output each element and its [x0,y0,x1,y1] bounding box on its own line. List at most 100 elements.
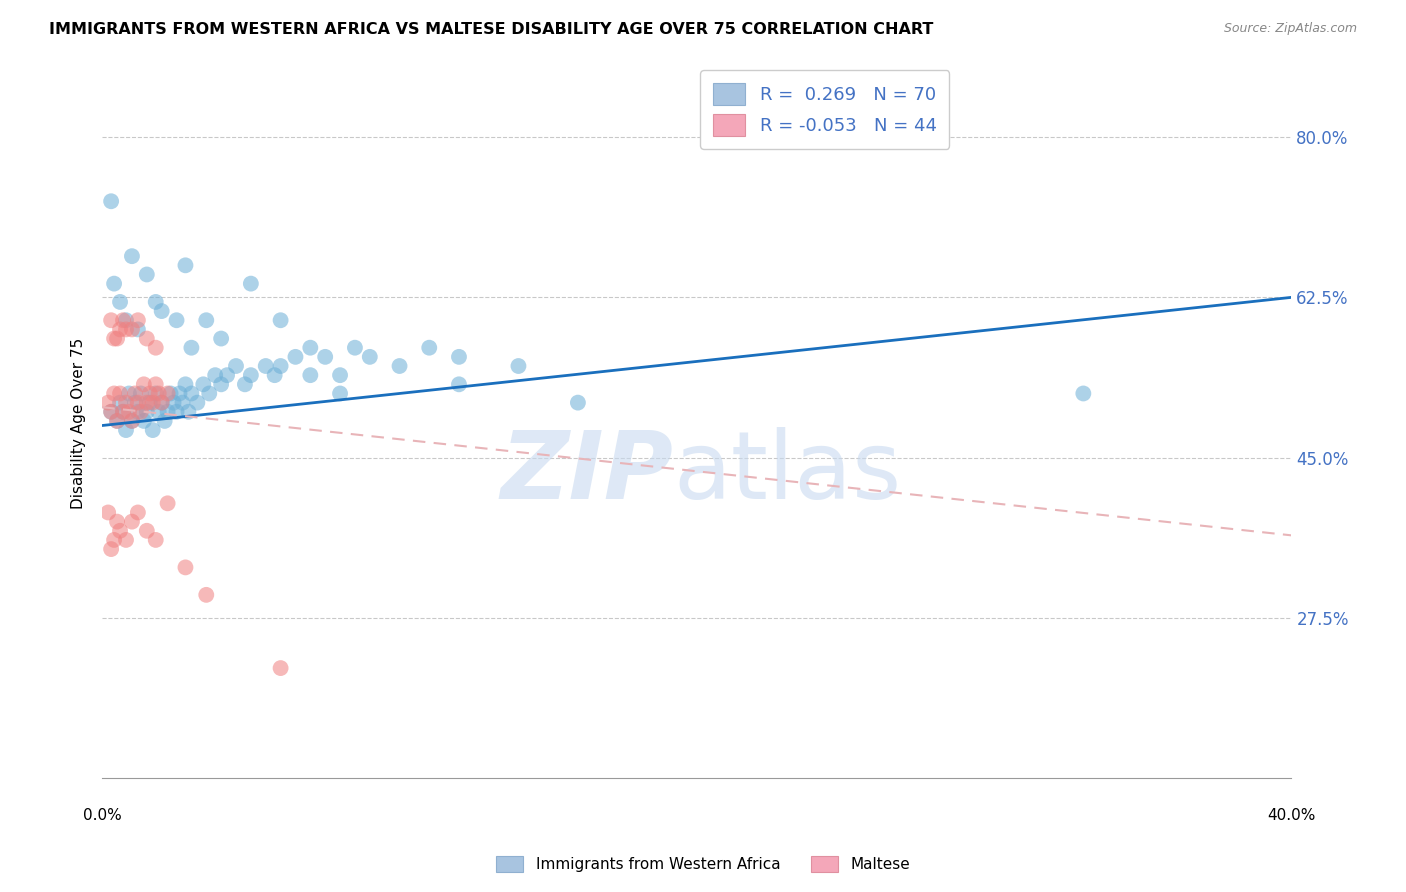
Point [108,322,131,336]
Point [127,395,149,409]
Point [180,386,202,401]
Point [135,332,157,346]
Point [129,405,152,419]
Point [150,304,173,318]
Point [166,405,188,419]
Point [156,386,179,401]
Point [115,533,138,547]
Point [193,377,215,392]
Point [233,377,256,392]
Point [124,386,146,401]
Point [135,268,157,282]
Point [121,414,143,428]
Point [108,386,131,401]
Point [105,414,128,428]
Point [177,405,200,419]
Point [135,395,157,409]
Point [447,377,470,392]
Point [204,368,226,383]
Point [103,386,125,401]
Point [111,405,134,419]
Point [108,524,131,538]
Point [217,368,239,383]
Point [329,386,352,401]
Point [156,496,179,510]
Point [166,313,188,327]
Point [172,395,194,409]
Point [145,386,167,401]
Point [127,405,149,419]
Point [447,350,470,364]
Point [103,533,125,547]
Point [263,368,285,383]
Point [198,386,221,401]
Point [135,405,157,419]
Point [115,313,138,327]
Point [145,533,167,547]
Point [115,322,138,336]
Point [105,515,128,529]
Point [153,414,176,428]
Point [270,313,292,327]
Point [100,313,122,327]
Point [418,341,440,355]
Point [162,395,184,409]
Point [150,395,173,409]
Point [127,313,149,327]
Point [97,506,120,520]
Text: ZIP: ZIP [501,427,673,519]
Point [329,368,352,383]
Point [121,322,143,336]
Point [142,395,165,409]
Point [195,313,218,327]
Text: atlas: atlas [673,427,901,519]
Point [145,377,167,392]
Point [97,395,120,409]
Text: Source: ZipAtlas.com: Source: ZipAtlas.com [1223,22,1357,36]
Point [111,313,134,327]
Point [239,277,262,291]
Point [195,588,218,602]
Point [132,414,155,428]
Point [239,368,262,383]
Point [299,341,322,355]
Point [148,386,170,401]
Point [100,194,122,209]
Point [129,386,152,401]
Point [100,542,122,557]
Text: IMMIGRANTS FROM WESTERN AFRICA VS MALTESE DISABILITY AGE OVER 75 CORRELATION CHA: IMMIGRANTS FROM WESTERN AFRICA VS MALTES… [49,22,934,37]
Point [156,405,179,419]
Point [174,560,197,574]
Point [314,350,336,364]
Point [111,405,134,419]
Point [567,395,589,409]
Point [209,332,232,346]
Point [343,341,366,355]
Point [186,395,208,409]
Point [1073,386,1095,401]
Point [209,377,232,392]
Point [127,322,149,336]
Y-axis label: Disability Age Over 75: Disability Age Over 75 [72,337,86,508]
Point [124,395,146,409]
Point [100,405,122,419]
Point [121,515,143,529]
Point [388,359,411,373]
Point [299,368,322,383]
Point [159,386,181,401]
Point [148,405,170,419]
Point [132,377,155,392]
Point [108,294,131,309]
Text: 0.0%: 0.0% [83,808,121,823]
Point [174,377,197,392]
Point [135,524,157,538]
Point [139,386,162,401]
Point [180,341,202,355]
Point [118,405,141,419]
Point [169,386,191,401]
Point [174,258,197,272]
Point [270,359,292,373]
Point [108,395,131,409]
Point [145,294,167,309]
Text: 40.0%: 40.0% [1267,808,1316,823]
